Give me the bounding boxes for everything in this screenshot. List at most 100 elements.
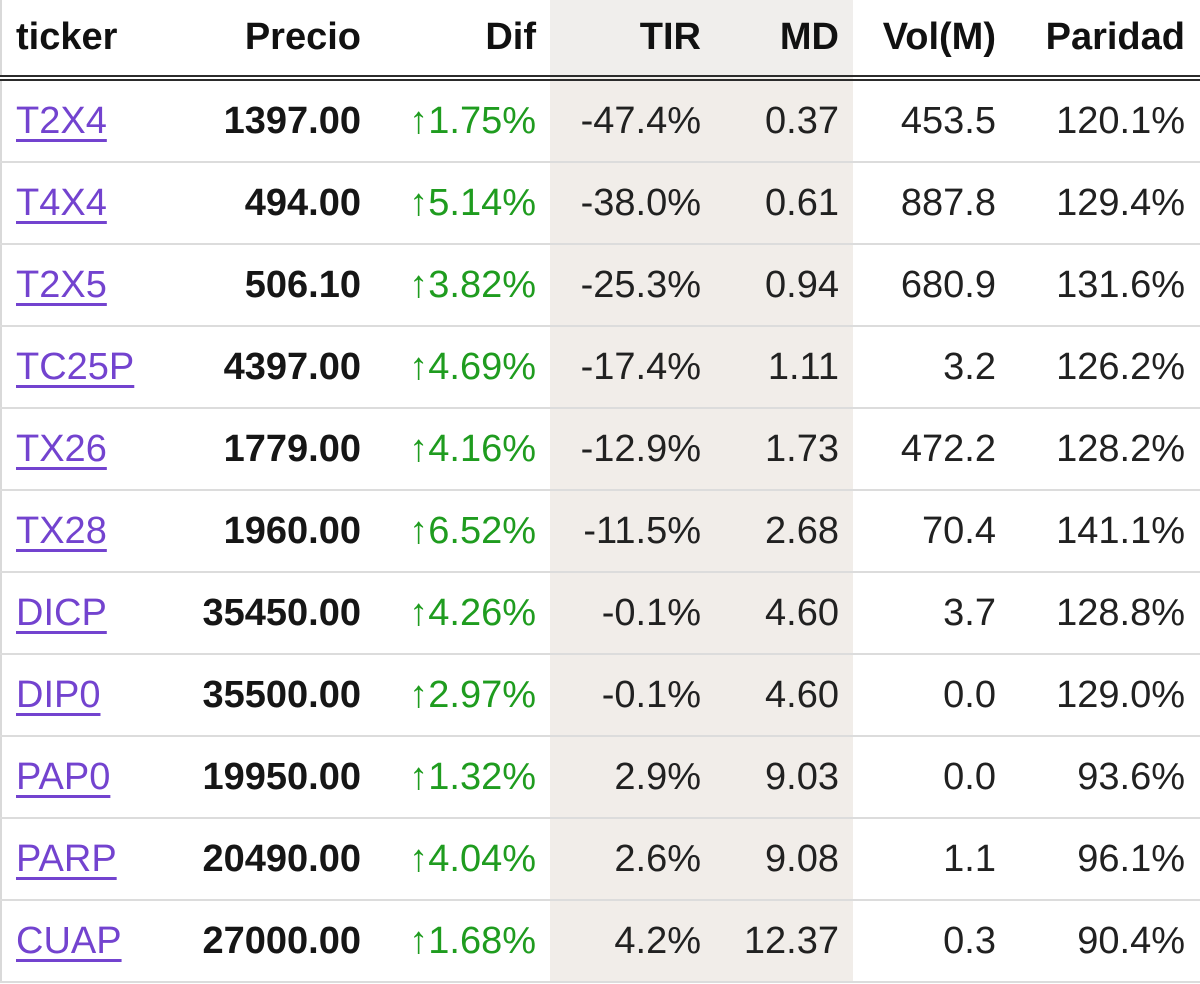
dif-value: 4.04% — [428, 837, 536, 880]
up-arrow-icon: ↑ — [409, 591, 429, 634]
vol-cell: 1.1 — [853, 818, 1010, 901]
ticker-link[interactable]: T4X4 — [16, 181, 107, 224]
md-cell: 0.61 — [715, 162, 853, 245]
ticker-link[interactable]: T2X4 — [16, 99, 107, 142]
vol-cell: 0.0 — [853, 736, 1010, 819]
up-arrow-icon: ↑ — [409, 919, 429, 962]
md-cell: 1.11 — [715, 326, 853, 409]
md-cell: 4.60 — [715, 572, 853, 655]
md-cell: 1.73 — [715, 408, 853, 491]
dif-cell: ↑4.26% — [375, 572, 550, 655]
ticker-cell: T4X4 — [0, 162, 171, 245]
vol-cell: 680.9 — [853, 244, 1010, 327]
table-row: DIP0 35500.00 ↑2.97% -0.1% 4.60 0.0 129.… — [0, 654, 1200, 737]
column-header-md: MD — [715, 0, 853, 81]
md-cell: 12.37 — [715, 900, 853, 983]
tir-cell: -47.4% — [550, 78, 715, 163]
ticker-cell: DICP — [0, 572, 171, 655]
paridad-cell: 126.2% — [1010, 326, 1200, 409]
precio-cell: 27000.00 — [171, 900, 375, 983]
paridad-cell: 93.6% — [1010, 736, 1200, 819]
precio-cell: 20490.00 — [171, 818, 375, 901]
up-arrow-icon: ↑ — [409, 837, 429, 880]
up-arrow-icon: ↑ — [409, 263, 429, 306]
precio-cell: 4397.00 — [171, 326, 375, 409]
column-header-paridad: Paridad — [1010, 0, 1200, 81]
tir-cell: 2.6% — [550, 818, 715, 901]
md-cell: 9.08 — [715, 818, 853, 901]
vol-cell: 472.2 — [853, 408, 1010, 491]
ticker-link[interactable]: T2X5 — [16, 263, 107, 306]
vol-cell: 0.0 — [853, 654, 1010, 737]
paridad-cell: 128.2% — [1010, 408, 1200, 491]
ticker-link[interactable]: PARP — [16, 837, 117, 880]
column-header-dif: Dif — [375, 0, 550, 81]
vol-cell: 453.5 — [853, 78, 1010, 163]
md-cell: 4.60 — [715, 654, 853, 737]
ticker-link[interactable]: DICP — [16, 591, 107, 634]
ticker-cell: T2X4 — [0, 78, 171, 163]
up-arrow-icon: ↑ — [409, 427, 429, 470]
paridad-cell: 129.0% — [1010, 654, 1200, 737]
tir-cell: -12.9% — [550, 408, 715, 491]
ticker-link[interactable]: TX26 — [16, 427, 107, 470]
ticker-cell: DIP0 — [0, 654, 171, 737]
paridad-cell: 131.6% — [1010, 244, 1200, 327]
paridad-cell: 129.4% — [1010, 162, 1200, 245]
dif-value: 1.68% — [428, 919, 536, 962]
precio-cell: 1779.00 — [171, 408, 375, 491]
vol-cell: 0.3 — [853, 900, 1010, 983]
table-row: PAP0 19950.00 ↑1.32% 2.9% 9.03 0.0 93.6% — [0, 736, 1200, 819]
table-row: T2X4 1397.00 ↑1.75% -47.4% 0.37 453.5 12… — [0, 78, 1200, 163]
dif-cell: ↑3.82% — [375, 244, 550, 327]
precio-cell: 494.00 — [171, 162, 375, 245]
dif-value: 4.26% — [428, 591, 536, 634]
dif-cell: ↑4.69% — [375, 326, 550, 409]
dif-cell: ↑4.16% — [375, 408, 550, 491]
dif-value: 5.14% — [428, 181, 536, 224]
ticker-cell: PARP — [0, 818, 171, 901]
md-cell: 0.37 — [715, 78, 853, 163]
tir-cell: 2.9% — [550, 736, 715, 819]
ticker-link[interactable]: PAP0 — [16, 755, 111, 798]
md-cell: 0.94 — [715, 244, 853, 327]
ticker-cell: TC25P — [0, 326, 171, 409]
table-row: TX26 1779.00 ↑4.16% -12.9% 1.73 472.2 12… — [0, 408, 1200, 491]
tir-cell: -25.3% — [550, 244, 715, 327]
ticker-link[interactable]: TC25P — [16, 345, 135, 388]
dif-value: 6.52% — [428, 509, 536, 552]
vol-cell: 3.2 — [853, 326, 1010, 409]
up-arrow-icon: ↑ — [409, 345, 429, 388]
dif-value: 1.32% — [428, 755, 536, 798]
vol-cell: 70.4 — [853, 490, 1010, 573]
precio-cell: 1397.00 — [171, 78, 375, 163]
table-row: PARP 20490.00 ↑4.04% 2.6% 9.08 1.1 96.1% — [0, 818, 1200, 901]
tir-cell: -0.1% — [550, 572, 715, 655]
vol-cell: 3.7 — [853, 572, 1010, 655]
ticker-link[interactable]: DIP0 — [16, 673, 101, 716]
column-header-ticker: ticker — [0, 0, 171, 81]
tir-cell: -17.4% — [550, 326, 715, 409]
tir-cell: -11.5% — [550, 490, 715, 573]
md-cell: 2.68 — [715, 490, 853, 573]
dif-value: 4.16% — [428, 427, 536, 470]
tir-cell: 4.2% — [550, 900, 715, 983]
md-cell: 9.03 — [715, 736, 853, 819]
dif-value: 1.75% — [428, 99, 536, 142]
up-arrow-icon: ↑ — [409, 509, 429, 552]
precio-cell: 506.10 — [171, 244, 375, 327]
ticker-link[interactable]: CUAP — [16, 919, 122, 962]
ticker-cell: PAP0 — [0, 736, 171, 819]
ticker-cell: T2X5 — [0, 244, 171, 327]
dif-cell: ↑5.14% — [375, 162, 550, 245]
up-arrow-icon: ↑ — [409, 673, 429, 716]
table-row: DICP 35450.00 ↑4.26% -0.1% 4.60 3.7 128.… — [0, 572, 1200, 655]
precio-cell: 35450.00 — [171, 572, 375, 655]
dif-cell: ↑4.04% — [375, 818, 550, 901]
ticker-cell: TX26 — [0, 408, 171, 491]
vol-cell: 887.8 — [853, 162, 1010, 245]
dif-value: 3.82% — [428, 263, 536, 306]
ticker-link[interactable]: TX28 — [16, 509, 107, 552]
